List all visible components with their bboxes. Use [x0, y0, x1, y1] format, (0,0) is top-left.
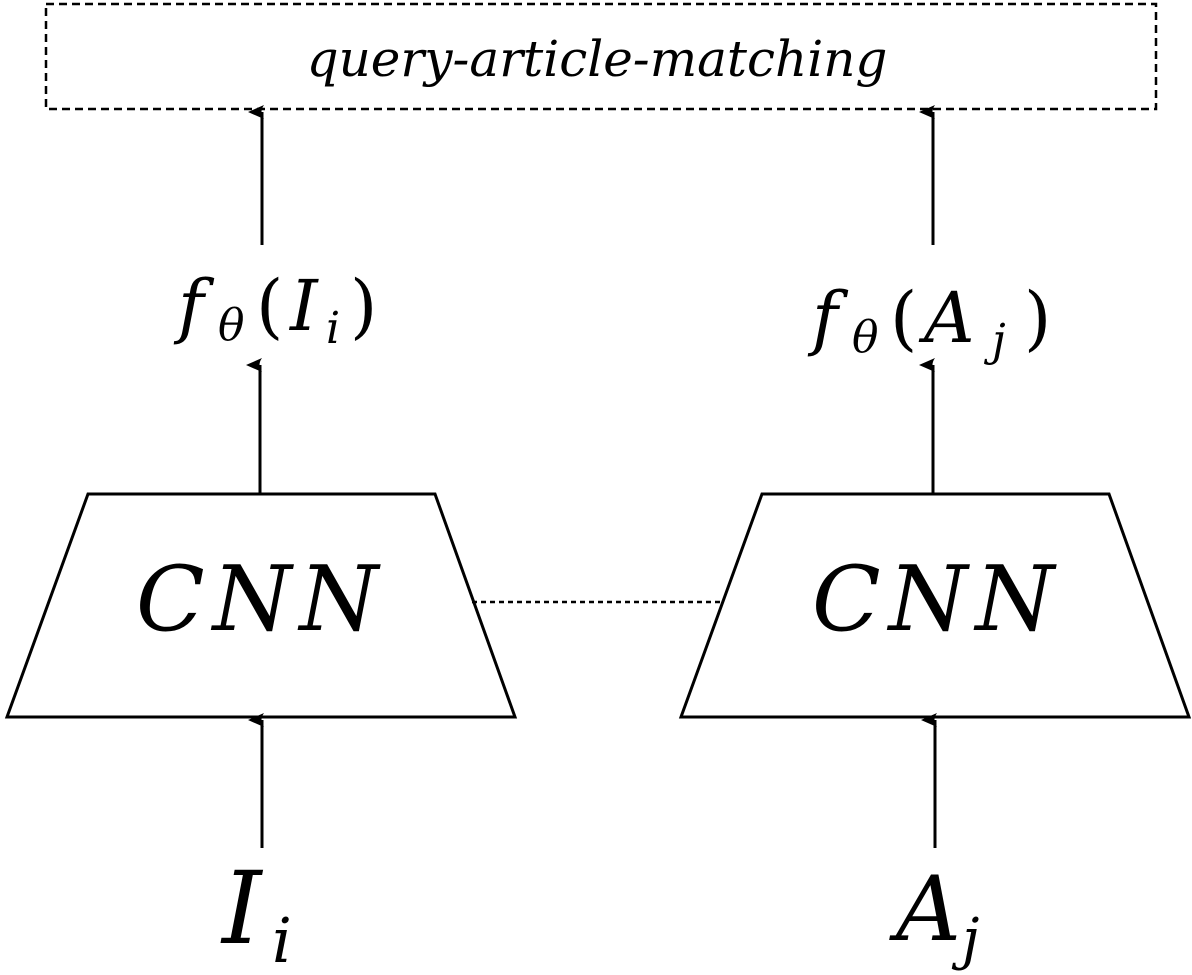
left-cnn-label: CNN: [136, 547, 386, 652]
matching-box: [44, 2, 1158, 111]
right-embedding-label: f θ ( A j ): [807, 277, 1051, 366]
left-embedding-label: f θ ( I i ): [173, 265, 377, 354]
right-input-label: A j: [889, 857, 979, 972]
left-input-label: I i: [220, 850, 292, 975]
matching-label: query-article-matching: [307, 30, 888, 88]
right-cnn-block: [678, 492, 1192, 719]
right-cnn-label: CNN: [812, 547, 1062, 652]
left-cnn-block: [4, 492, 518, 719]
